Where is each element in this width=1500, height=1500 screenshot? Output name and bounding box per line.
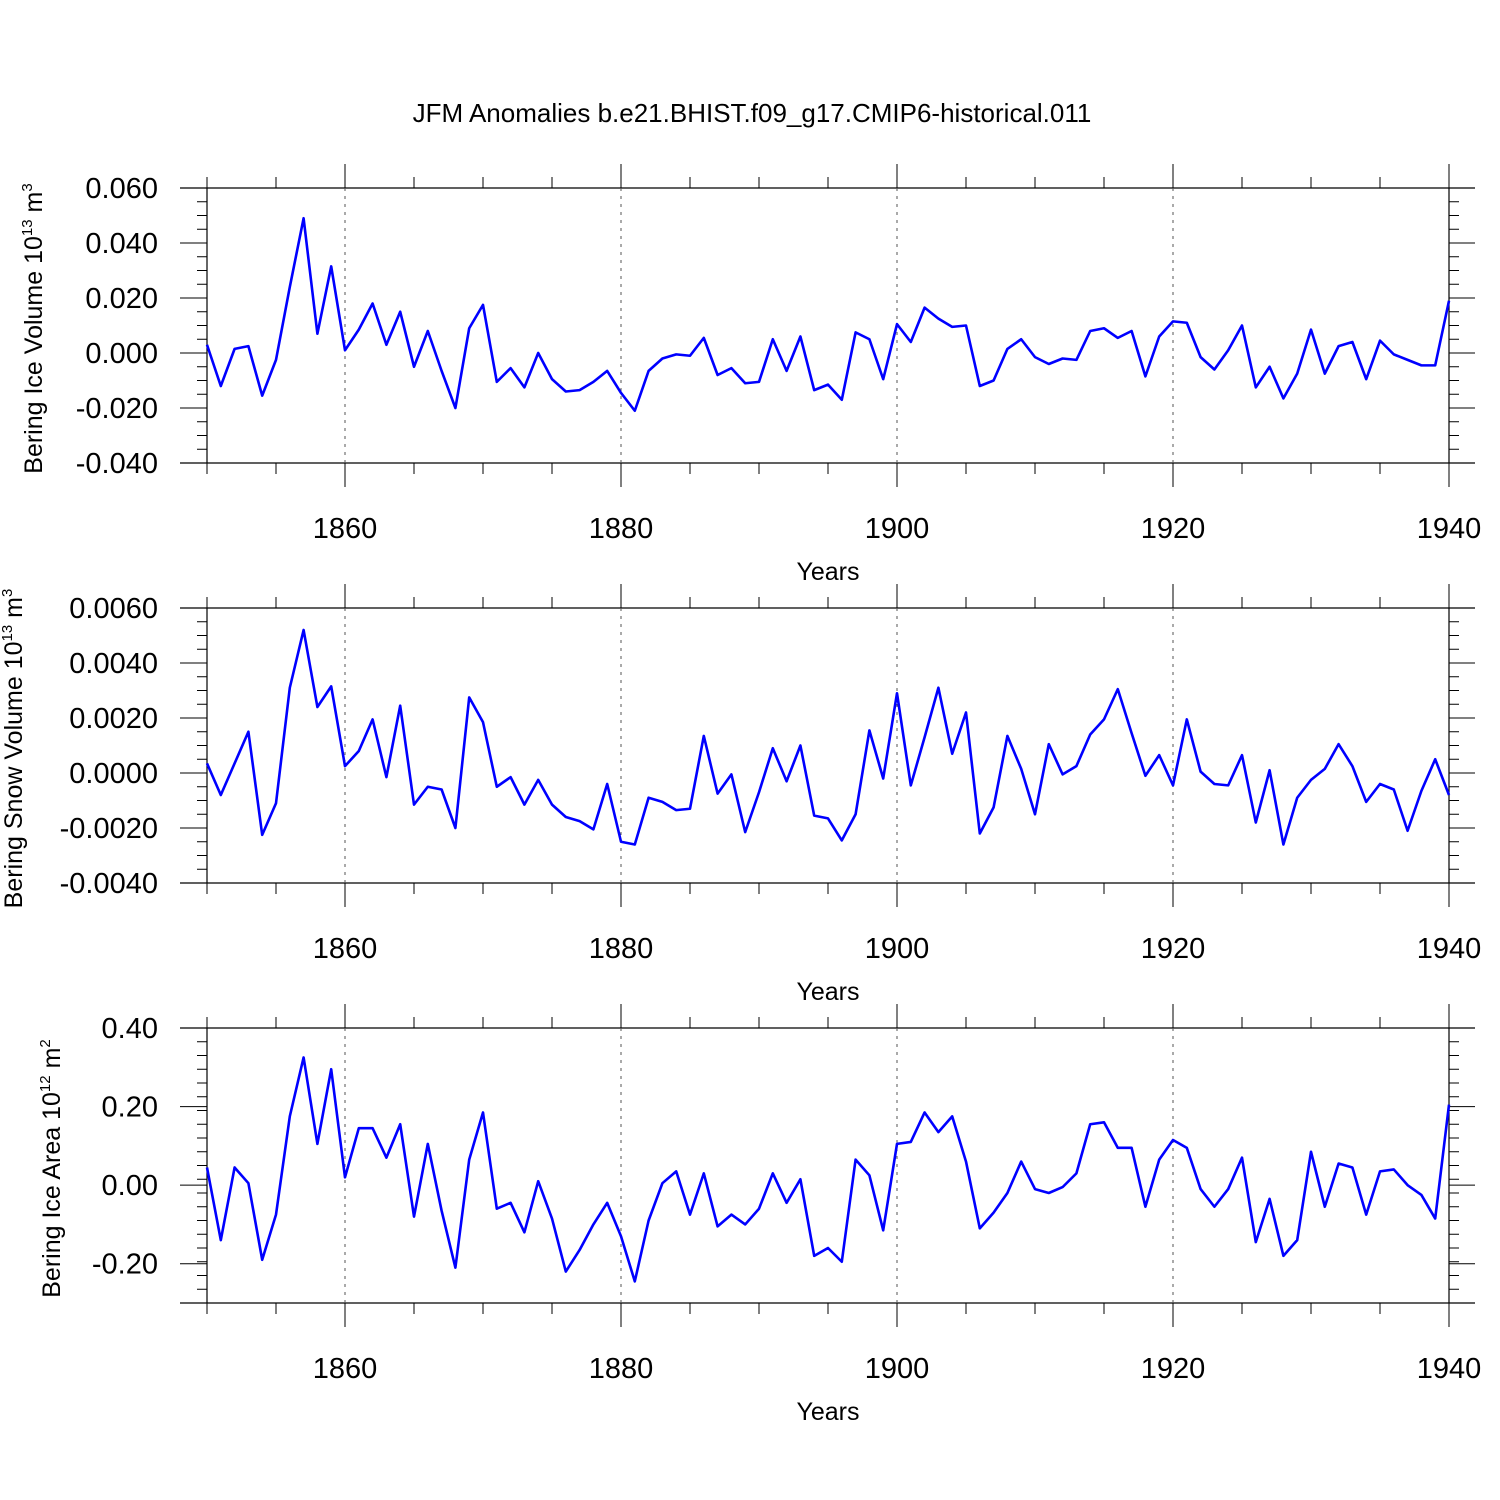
y-axis-label: Bering Ice Volume 1013 m3 [19,183,48,473]
y-tick-label: -0.0040 [60,868,158,900]
x-tick-label: 1880 [589,1353,654,1385]
y-tick-label: -0.040 [76,448,158,480]
y-tick-label: 0.0000 [69,758,158,790]
y-axis-label: Bering Ice Area 1012 m2 [37,1039,66,1298]
y-tick-label: 0.00 [102,1170,158,1202]
x-tick-label: 1860 [313,513,378,545]
series-line [205,628,1451,846]
x-tick-label: 1940 [1417,1353,1482,1385]
x-tick-label: 1940 [1417,933,1482,965]
x-tick-label: 1920 [1141,1353,1206,1385]
y-tick-label: 0.20 [102,1092,158,1124]
x-tick-label: 1900 [865,1353,930,1385]
panel-ice-area: -0.20 0.00 0.20 0.40 1860 1880 1900 1920 1940 Yea… [37,1004,1481,1426]
y-tick-label: 0.40 [102,1013,158,1045]
y-tick-label: 0.0060 [69,593,158,625]
x-axis-label: Years [796,978,859,1006]
y-tick-label: -0.0020 [60,813,158,845]
y-tick-label: 0.000 [85,338,158,370]
y-tick-label: 0.0020 [69,703,158,735]
x-tick-label: 1900 [865,513,930,545]
y-tick-label: 0.040 [85,228,158,260]
figure-title: JFM Anomalies b.e21.BHIST.f09_g17.CMIP6-… [413,98,1092,128]
x-tick-label: 1880 [589,933,654,965]
x-tick-label: 1860 [313,933,378,965]
x-tick-label: 1860 [313,1353,378,1385]
series-line [205,1056,1451,1283]
series-line [205,216,1451,413]
x-axis-label: Years [796,1398,859,1426]
y-tick-label: 0.020 [85,283,158,315]
x-tick-label: 1920 [1141,933,1206,965]
x-axis-label: Years [796,558,859,586]
x-tick-label: 1880 [589,513,654,545]
y-tick-label: -0.020 [76,393,158,425]
y-tick-label: 0.060 [85,173,158,205]
y-tick-label: 0.0040 [69,648,158,680]
y-tick-label: -0.20 [92,1249,158,1281]
panel-ice-volume: -0.040 -0.020 0.000 0.020 0.040 0.060 1860 1880… [19,164,1481,586]
x-tick-label: 1940 [1417,513,1482,545]
panel-snow-volume: -0.0040 -0.0020 0.0000 0.0020 0.0040 0.0060 18… [0,584,1481,1006]
x-tick-label: 1900 [865,933,930,965]
x-tick-label: 1920 [1141,513,1206,545]
y-axis-label: Bering Snow Volume 1013 m3 [0,589,28,909]
